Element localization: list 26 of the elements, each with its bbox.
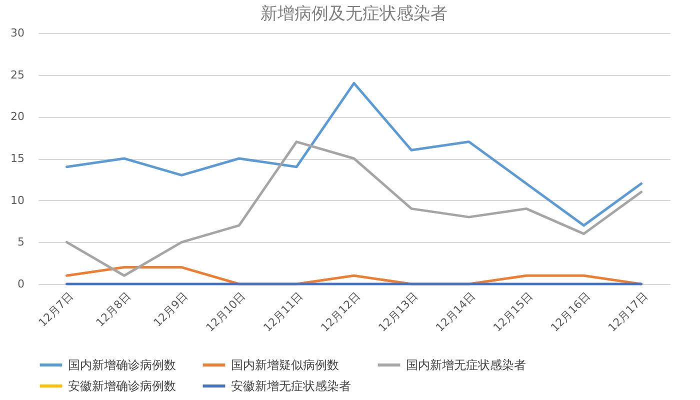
x-tick-label: 12月12日 <box>318 290 363 334</box>
x-tick-label: 12月17日 <box>606 290 650 334</box>
y-tick-label: 5 <box>18 236 24 249</box>
legend-label: 安徽新增确诊病例数 <box>68 379 176 393</box>
y-tick-label: 10 <box>10 194 24 207</box>
x-tick-label: 12月15日 <box>490 290 536 334</box>
x-tick-label: 12月10日 <box>204 290 248 334</box>
x-tick-label: 12月8日 <box>94 290 134 330</box>
x-tick-label: 12月9日 <box>151 290 191 330</box>
y-tick-label: 30 <box>10 26 24 40</box>
x-tick-label: 12月11日 <box>260 290 306 334</box>
y-tick-label: 20 <box>10 110 24 124</box>
y-tick-label: 0 <box>18 278 24 290</box>
chart-title: 新增病例及无症状感染者 <box>260 4 448 24</box>
line-series <box>65 140 643 277</box>
legend-label: 国内新增无症状感染者 <box>406 358 526 372</box>
x-tick-label: 12月13日 <box>376 290 420 334</box>
x-tick-label: 12月14日 <box>433 290 478 334</box>
x-tick-label: 12月16日 <box>548 290 593 334</box>
legend-label: 安徽新增无症状感染者 <box>231 379 351 393</box>
legend-label: 国内新增疑似病例数 <box>231 358 339 372</box>
line-series <box>65 82 643 227</box>
legend-label: 国内新增确诊病例数 <box>68 358 176 372</box>
y-tick-label: 25 <box>10 68 24 82</box>
x-tick-label: 12月7日 <box>36 290 76 330</box>
y-tick-label: 15 <box>10 152 24 165</box>
